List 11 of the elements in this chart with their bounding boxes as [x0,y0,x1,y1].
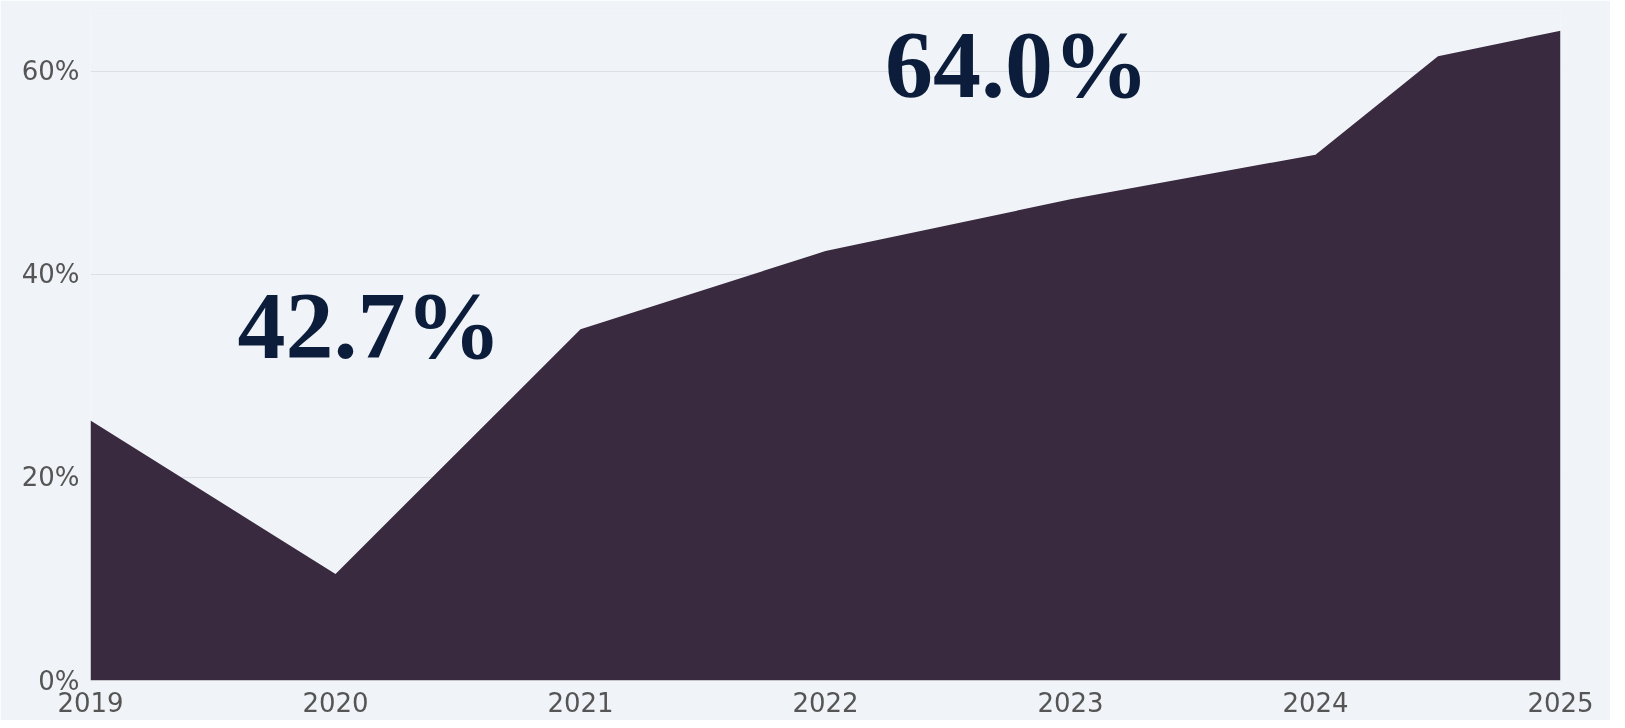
x-tick-label: 2022 [792,687,859,718]
x-tick-label: 2025 [1527,687,1594,718]
annotation: 42.7% [237,272,502,379]
x-tick-label: 2021 [547,687,614,718]
y-tick-label: 20% [21,462,80,493]
annotation: 64.0% [884,10,1149,118]
y-tick-label: 40% [21,259,80,290]
x-tick-label: 2020 [302,687,369,718]
x-tick-label: 2024 [1282,687,1349,718]
x-tick-label: 2023 [1037,687,1104,718]
y-tick-label: 60% [21,56,80,87]
